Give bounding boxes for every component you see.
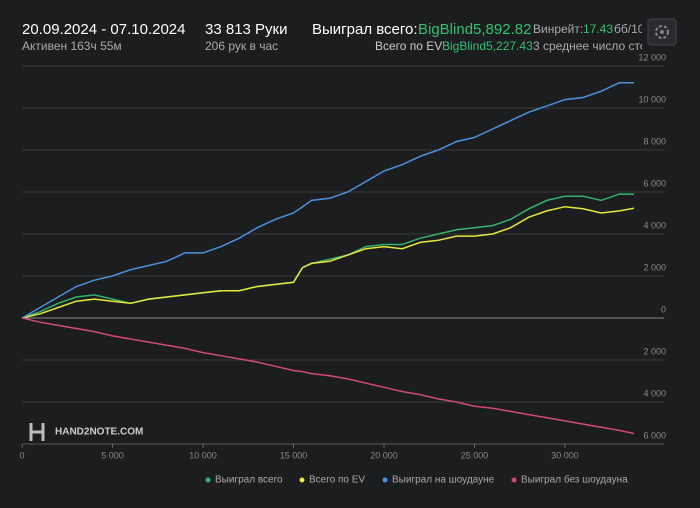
header: 20.09.2024 - 07.10.2024 Активен 163ч 55м… [22,21,647,53]
y-tick-label: 6 000 [643,178,666,188]
legend-label: Всего по EV [309,475,365,486]
watermark-logo [29,423,45,441]
x-tick-label: 15 000 [280,450,308,460]
series-line [21,82,634,319]
x-tick-label: 10 000 [189,450,217,460]
ev-label: Всего по EV: [375,39,445,53]
winrate-label: Винрейт: [533,22,583,36]
gear-center[interactable] [660,30,664,34]
y-tick-label: 0 [661,304,666,314]
won-label: Выиграл всего: [312,21,418,38]
legend-marker [205,477,211,483]
x-tick-label: 20 000 [370,450,398,460]
series-line [21,205,635,319]
x-tick-label: 0 [19,450,24,460]
won-value: BigBlind5,892.82 [418,21,531,38]
gear-icon[interactable] [655,25,669,39]
legend-marker [511,477,517,483]
y-tick-label: 2 000 [643,346,666,356]
date-range: 20.09.2024 - 07.10.2024 [22,21,185,38]
watermark: HAND2NOTE.COM [29,423,143,441]
y-tick-label: 6 000 [643,430,666,440]
ev-value: BigBlind5,227.43 [442,39,533,53]
x-tick-label: 30 000 [551,450,579,460]
y-tick-label: 4 000 [643,220,666,230]
y-tick-label: 2 000 [643,262,666,272]
hands: 33 813 Руки [205,21,288,38]
legend-label: Выиграл без шоудауна [521,474,628,486]
watermark-text: HAND2NOTE.COM [55,427,143,438]
active-time: Активен 163ч 55м [22,39,122,53]
y-tick-label: 10 000 [638,94,666,104]
y-tick-label: 12 000 [638,52,666,62]
y-tick-label: 8 000 [643,136,666,146]
x-tick-label: 25 000 [461,450,489,460]
avg-label: 3 среднее число сто [533,39,647,53]
series-line [21,317,635,435]
x-tick-label: 5 000 [101,450,124,460]
legend-marker [382,477,388,483]
legend-label: Выиграл всего [215,475,283,486]
settings-button[interactable] [647,18,677,46]
winrate-unit: бб/10 [614,22,645,36]
hands-per-hour: 206 рук в час [205,39,278,53]
legend-marker [299,477,305,483]
y-tick-label: 4 000 [643,388,666,398]
legend-label: Выиграл на шоудауне [392,475,495,486]
winrate-value: 17.43 [583,22,613,36]
